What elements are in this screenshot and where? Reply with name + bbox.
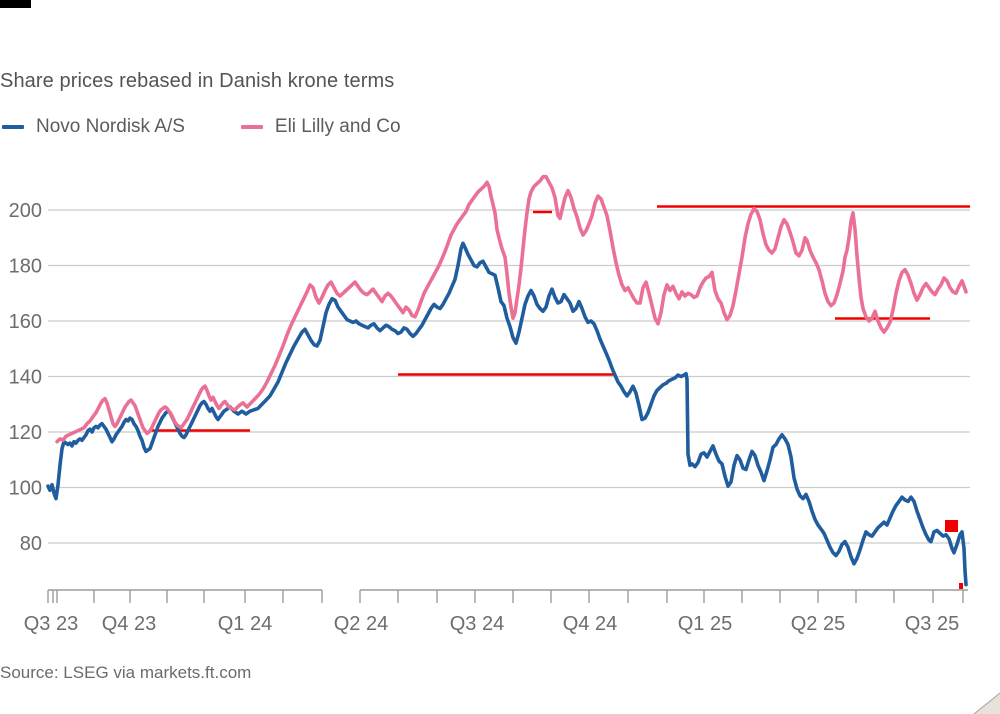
y-tick-label-120: 120 [9,422,42,444]
legend-item-lilly: Eli Lilly and Co [240,116,401,138]
x-axis-labels: Q3 23 Q4 23 Q1 24 Q2 24 Q3 24 Q4 24 Q1 25 Q2 25… [24,613,959,635]
x-tick-label-q3-24: Q3 24 [450,613,504,635]
x-tick-label-q3-23: Q3 23 [24,613,78,635]
lilly-line-color-dash [240,125,263,129]
y-tick-label-100: 100 [9,478,42,500]
series-lines [46,174,968,587]
legend-label-novo: Novo Nordisk A/S [36,116,185,137]
x-tick-label-q2-24: Q2 24 [334,613,388,635]
x-axis [47,589,968,603]
top-left-bar [0,0,31,8]
source-note: Source: LSEG via markets.ft.com [0,663,252,682]
red-artifact-lines [150,205,970,589]
y-tick-label-140: 140 [9,367,42,389]
y-tick-label-200: 200 [9,200,42,222]
red-artifact-blob-1 [959,583,963,589]
corner-fold-edge [973,692,1000,714]
y-axis-labels: 80 100 120 140 160 180 200 [9,200,42,555]
y-tick-label-180: 180 [9,256,42,278]
x-tick-label-q4-23: Q4 23 [102,613,156,635]
y-tick-label-160: 160 [9,311,42,333]
novo-line-color-dash [2,125,24,129]
legend-label-lilly: Eli Lilly and Co [274,116,401,137]
x-tick-label-q4-24: Q4 24 [563,613,617,635]
legend: Novo Nordisk A/S Eli Lilly and Co [2,116,401,138]
eli-lilly-line [55,174,968,444]
red-artifact-blob-0 [945,520,958,532]
x-tick-label-q1-24: Q1 24 [218,613,272,635]
x-tick-label-q1-25: Q1 25 [678,613,732,635]
gridlines [48,209,970,544]
legend-item-novo: Novo Nordisk A/S [2,116,185,138]
novo-nordisk-line [46,241,968,587]
x-tick-label-q2-25: Q2 25 [791,613,845,635]
x-tick-label-q3-25: Q3 25 [905,613,959,635]
y-tick-label-80: 80 [20,533,42,555]
chart-title: Share prices rebased in Danish krone ter… [0,70,395,92]
